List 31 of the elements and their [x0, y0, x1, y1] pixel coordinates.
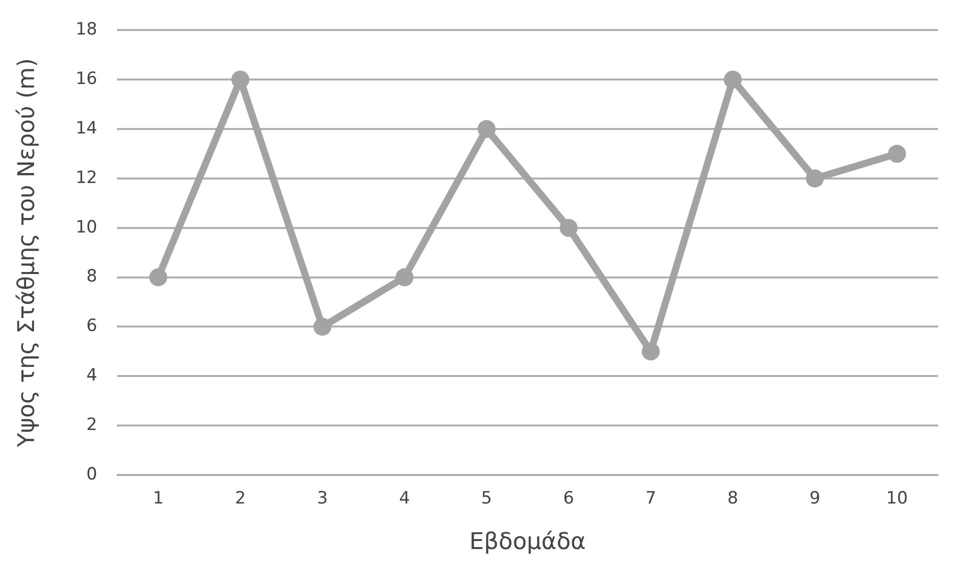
x-tick-label: 7	[645, 488, 656, 509]
y-tick-label: 10	[76, 217, 98, 238]
point	[478, 120, 496, 138]
point	[149, 268, 168, 286]
y-tick-label: 0	[86, 464, 98, 484]
x-tick-label: 9	[809, 488, 820, 509]
point	[560, 218, 578, 237]
y-tick-label: 6	[86, 316, 98, 336]
x-tick-label: 8	[727, 488, 738, 509]
x-tick-label: 4	[399, 488, 410, 509]
point	[888, 144, 906, 163]
point	[396, 268, 414, 286]
y-tick-label: 14	[76, 118, 98, 138]
point	[313, 318, 332, 336]
y-tick-label: 2	[86, 415, 98, 435]
y-tick-label: 18	[76, 20, 98, 40]
x-tick-label: 3	[317, 488, 328, 509]
y-tick-label: 16	[76, 69, 98, 90]
y-tick-label: 4	[86, 366, 98, 386]
y-tick-label: 8	[86, 266, 98, 287]
x-tick-label: 10	[886, 488, 908, 509]
x-tick-label: 6	[563, 488, 574, 509]
x-tick-label: 2	[234, 488, 246, 509]
y-axis-title: Υψος της Στάθμης του Νερού (m)	[14, 58, 40, 448]
x-tick-label: 5	[481, 488, 492, 509]
point	[642, 342, 660, 360]
x-tick-label: 1	[152, 488, 164, 509]
point	[724, 70, 742, 89]
point	[806, 169, 824, 188]
y-tick-label: 12	[76, 168, 98, 188]
x-axis-title: Εβδομάδα	[469, 529, 586, 556]
